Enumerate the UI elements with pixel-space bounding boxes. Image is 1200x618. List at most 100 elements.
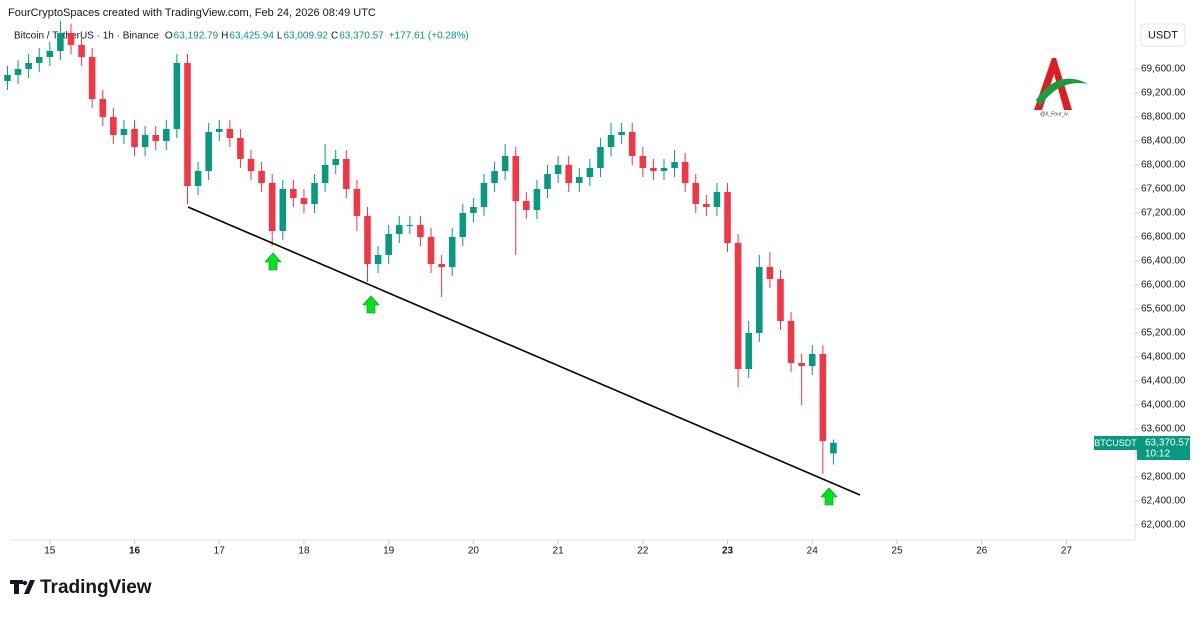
up-arrow	[264, 252, 282, 271]
logo-swoosh	[1036, 78, 1088, 106]
last-price: 63,370.57	[1145, 438, 1190, 449]
x-tick-label: 25	[891, 546, 903, 557]
candle-body	[480, 182, 488, 207]
candle-body	[470, 206, 477, 213]
candle-body	[163, 128, 170, 141]
candles	[4, 20, 837, 474]
x-tick-label: 24	[807, 546, 819, 557]
candle-body	[692, 182, 700, 204]
legend: Bitcoin / TetherUS · 1h · Binance O 63,192…	[14, 31, 469, 42]
y-tick-label: 65,600.00	[1141, 304, 1186, 315]
candle-body	[544, 173, 551, 189]
candle-body	[395, 224, 403, 234]
y-tick-label: 68,800.00	[1141, 112, 1186, 123]
candle-body	[67, 32, 75, 45]
candle-body	[798, 362, 805, 366]
candle-body	[311, 182, 318, 204]
candle-body	[237, 137, 244, 159]
candle-body	[374, 254, 382, 264]
candle-body	[459, 212, 467, 237]
countdown: 10:12	[1145, 449, 1170, 460]
candle-body	[173, 62, 181, 129]
candle-body	[575, 176, 583, 183]
up-arrow	[362, 295, 380, 314]
candle-body	[787, 320, 795, 363]
candle-body	[427, 236, 435, 264]
ohlc-value: 63,425.94	[229, 31, 274, 42]
candle-body	[226, 128, 234, 138]
x-tick-label: 21	[553, 546, 565, 557]
y-tick-label: 66,000.00	[1141, 280, 1186, 291]
candle-body	[184, 62, 191, 186]
candle-body	[268, 182, 276, 231]
candle-body	[279, 188, 287, 231]
ohlc-key: C	[331, 31, 338, 42]
candle-body	[152, 134, 159, 141]
ohlc-key: H	[221, 31, 228, 42]
y-tick-label: 65,200.00	[1141, 328, 1186, 339]
price-box	[1137, 436, 1190, 460]
candle-body	[586, 167, 594, 177]
ohlc-value: 63,370.57	[339, 31, 384, 42]
brand-name: TradingView	[40, 577, 152, 598]
x-tick-label: 15	[44, 546, 56, 557]
candle-body	[215, 128, 223, 132]
candle-body	[639, 155, 647, 168]
candle-body	[332, 158, 340, 165]
candle-body	[523, 200, 530, 210]
candle-body	[290, 188, 297, 198]
watermark: @X_Four_iv	[1040, 111, 1068, 117]
candle-body	[448, 236, 456, 267]
currency-box	[1140, 23, 1186, 47]
candle-body	[35, 56, 43, 63]
candle-body	[110, 116, 117, 135]
candle-body	[438, 263, 445, 267]
candle-body	[205, 131, 212, 171]
candle-body	[14, 68, 22, 75]
x-tick-label: 18	[298, 546, 310, 557]
x-tick-label: 20	[468, 546, 480, 557]
candle-body	[4, 74, 11, 81]
candle-body	[343, 158, 350, 189]
ohlc-key: O	[165, 31, 173, 42]
candle-body	[78, 44, 85, 57]
candle-body	[660, 167, 668, 171]
ohlc-value: 63,192.79	[174, 31, 219, 42]
candle-body	[417, 224, 424, 237]
y-tick-label: 64,800.00	[1141, 352, 1186, 363]
candle-body	[650, 167, 657, 171]
x-tick-label: 16	[129, 546, 141, 557]
x-tick-label: 17	[214, 546, 226, 557]
candle-body	[141, 134, 149, 147]
y-tick-label: 62,800.00	[1141, 472, 1186, 483]
brand-dot	[22, 580, 28, 586]
x-tick-label: 27	[1061, 546, 1073, 557]
currency: USDT	[1148, 29, 1178, 41]
x-tick-label: 19	[383, 546, 395, 557]
candle-body	[46, 50, 54, 57]
trend-line	[187, 206, 861, 496]
candle-body	[258, 170, 265, 183]
candle-body	[406, 224, 414, 226]
candle-body	[247, 158, 255, 171]
candle-body	[57, 32, 64, 51]
candle-body	[607, 134, 615, 147]
candle-body	[766, 266, 774, 279]
ohlc-value: 63,009.92	[283, 31, 328, 42]
candle-body	[501, 155, 509, 171]
y-tick-label: 64,400.00	[1141, 376, 1186, 387]
candle-body	[724, 191, 731, 243]
y-tick-label: 64,000.00	[1141, 400, 1186, 411]
y-tick-label: 69,200.00	[1141, 88, 1186, 99]
candle-body	[194, 170, 202, 186]
x-tick-label: 26	[976, 546, 988, 557]
candle-body	[131, 128, 138, 147]
change: +177.61 (+0.28%)	[389, 31, 469, 42]
y-tick-label: 67,600.00	[1141, 184, 1186, 195]
symbol: Bitcoin / TetherUS · 1h · Binance	[14, 31, 159, 42]
ticker-box	[1094, 436, 1137, 450]
candle-body	[777, 278, 784, 321]
candle-body	[671, 161, 678, 168]
